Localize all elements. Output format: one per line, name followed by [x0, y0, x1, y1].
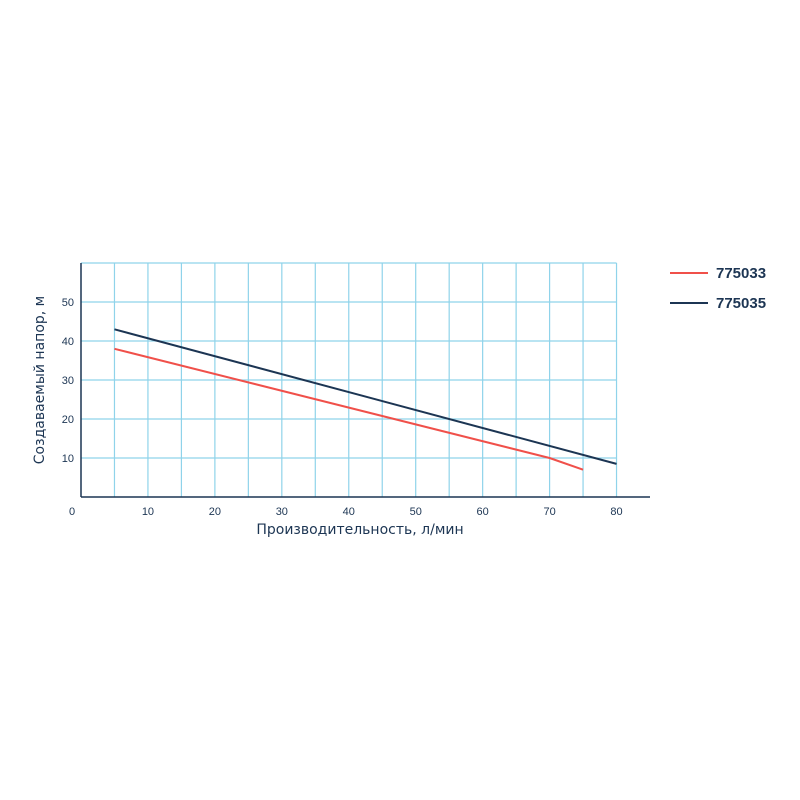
x-tick-label: 10 [142, 506, 154, 518]
y-tick-label: 10 [62, 453, 74, 465]
axes [80, 263, 650, 498]
x-tick-label: 40 [343, 506, 355, 518]
legend-label-775033: 775033 [716, 265, 766, 282]
legend-label-775035: 775035 [716, 295, 766, 312]
x-tick-label: 80 [610, 506, 622, 518]
tick-labels: 0 10 20 30 40 50 60 70 80 10 20 30 40 50 [62, 297, 623, 518]
x-tick-label: 70 [543, 506, 555, 518]
grid [81, 262, 618, 497]
y-tick-label: 20 [62, 414, 74, 426]
series-line-775033 [114, 347, 584, 471]
legend: 775033 775035 [670, 265, 766, 312]
series-lines [114, 328, 617, 471]
x-tick-label: 60 [477, 506, 489, 518]
x-tick-label: 30 [276, 506, 288, 518]
x-tick-label: 20 [209, 506, 221, 518]
y-tick-label: 40 [62, 336, 74, 348]
x-tick-label: 50 [410, 506, 422, 518]
x-tick-label: 0 [69, 506, 75, 518]
y-tick-label: 30 [62, 375, 74, 387]
y-tick-label: 50 [62, 297, 74, 309]
series-line-775035 [114, 328, 617, 465]
x-axis-title: Производительность, л/мин [256, 522, 463, 538]
y-axis-title: Создаваемый напор, м [32, 296, 48, 464]
